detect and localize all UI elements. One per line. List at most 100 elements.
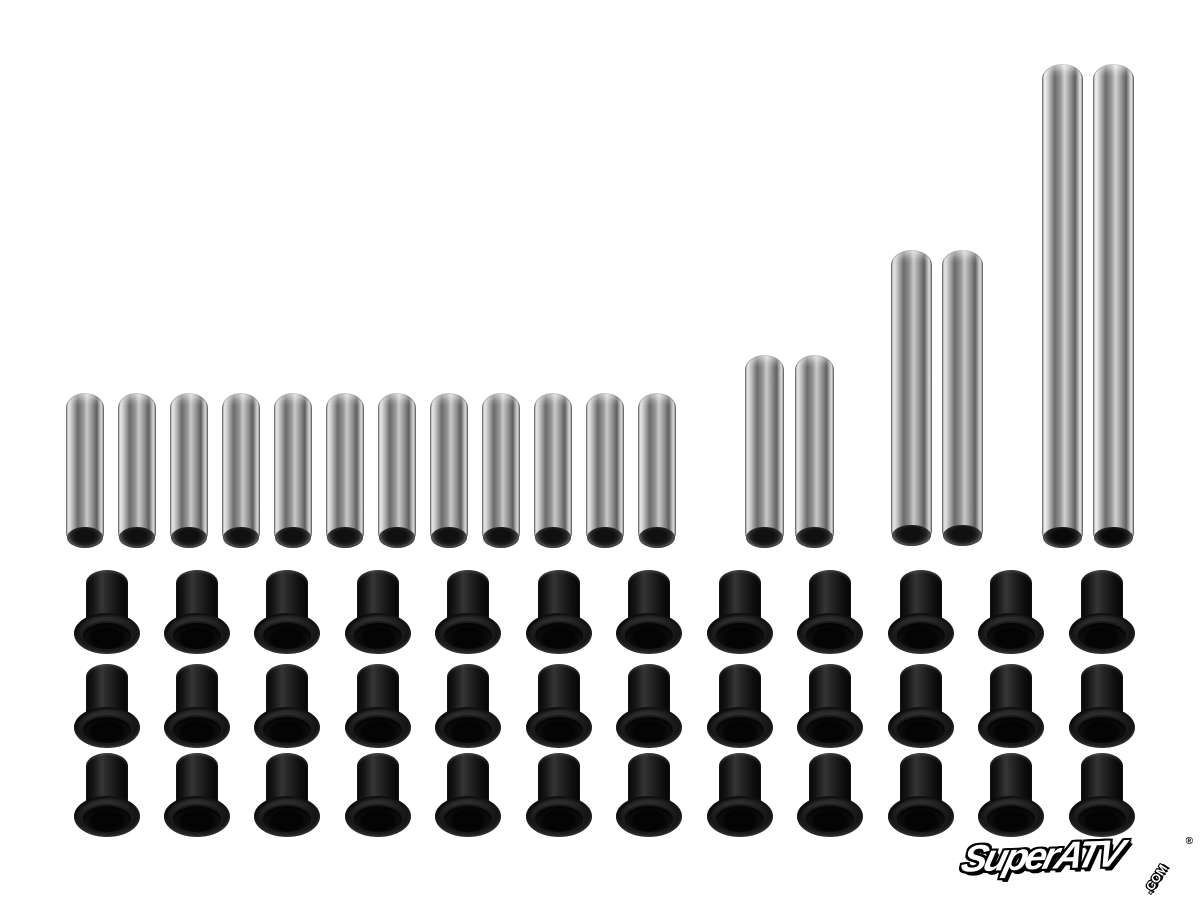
bushing-bore-opening [83,623,131,649]
bushing-bore-opening [354,717,402,743]
bushing-bore-opening [1078,717,1126,743]
rubber-bushing [345,664,411,748]
sleeve-bore-opening [327,527,363,548]
rubber-bushing [1069,664,1135,748]
rubber-bushing [345,570,411,654]
rubber-bushing [526,570,592,654]
sleeve-bore-opening [67,527,103,548]
rubber-bushing [526,753,592,837]
bushing-bore-opening [535,623,583,649]
bushing-bore-opening [173,806,221,832]
superatv-logo-text: SuperATV [956,833,1126,881]
bushing-bore-opening [444,717,492,743]
rubber-bushing [435,570,501,654]
metal-sleeve-xlong [1042,63,1083,548]
bushing-bore-opening [263,623,311,649]
bushing-bore-opening [897,623,945,649]
sleeve-top-highlight [942,249,983,266]
sleeve-top-highlight [534,392,572,409]
metal-sleeve-short [170,392,208,548]
sleeve-top-highlight [430,392,468,409]
bushing-bore-opening [535,806,583,832]
rubber-bushing [707,570,773,654]
metal-sleeve-short [534,392,572,548]
sleeve-bore-opening [1094,527,1133,548]
sleeve-top-highlight [274,392,312,409]
bushing-bore-opening [716,806,764,832]
rubber-bushing [888,664,954,748]
rubber-bushing [707,753,773,837]
sleeve-bore-opening [943,525,982,546]
sleeve-bore-opening [1043,527,1082,548]
sleeve-bore-opening [119,527,155,548]
rubber-bushing [797,570,863,654]
metal-sleeve-xlong [1093,63,1134,548]
rubber-bushing [254,753,320,837]
sleeve-bore-opening [223,527,259,548]
bushing-bore-opening [535,717,583,743]
bushing-bore-opening [716,623,764,649]
metal-sleeve-short [274,392,312,548]
bushing-bore-opening [173,623,221,649]
sleeve-bore-opening [587,527,623,548]
bushing-bore-opening [354,806,402,832]
sleeve-bore-opening [483,527,519,548]
metal-sleeve-medium [795,354,834,548]
rubber-bushing [1069,753,1135,837]
metal-sleeve-long [891,249,932,546]
sleeve-top-highlight [1042,63,1083,80]
metal-sleeve-short [222,392,260,548]
metal-sleeve-long [942,249,983,546]
metal-sleeve-short [326,392,364,548]
rubber-bushing [345,753,411,837]
rubber-bushing [616,664,682,748]
bushing-bore-opening [716,717,764,743]
sleeve-top-highlight [745,354,784,371]
sleeve-bore-opening [431,527,467,548]
bushing-bore-opening [1078,623,1126,649]
rubber-bushing [797,753,863,837]
bushing-bore-opening [806,717,854,743]
bushing-bore-opening [263,806,311,832]
bushing-bore-opening [806,806,854,832]
rubber-bushing [978,664,1044,748]
rubber-bushing [978,570,1044,654]
sleeve-top-highlight [170,392,208,409]
sleeve-bore-opening [275,527,311,548]
bushing-bore-opening [83,717,131,743]
rubber-bushing [164,664,230,748]
sleeve-top-highlight [118,392,156,409]
sleeve-top-highlight [586,392,624,409]
metal-sleeve-short [482,392,520,548]
sleeve-top-highlight [66,392,104,409]
rubber-bushing [74,570,140,654]
rubber-bushing [435,753,501,837]
bushing-bore-opening [897,717,945,743]
sleeve-bore-opening [171,527,207,548]
sleeve-bore-opening [746,527,783,548]
bushing-bore-opening [625,717,673,743]
registered-trademark-icon: ® [1185,836,1193,847]
sleeve-bore-opening [639,527,675,548]
sleeve-top-highlight [638,392,676,409]
sleeve-bore-opening [535,527,571,548]
sleeve-top-highlight [1093,63,1134,80]
bushing-bore-opening [897,806,945,832]
bushing-bore-opening [173,717,221,743]
rubber-bushing [164,753,230,837]
metal-sleeve-short [638,392,676,548]
bushing-bore-opening [263,717,311,743]
bushing-bore-opening [987,717,1035,743]
sleeve-top-highlight [378,392,416,409]
bushing-bore-opening [987,623,1035,649]
bushing-bore-opening [444,806,492,832]
bushing-bore-opening [444,623,492,649]
rubber-bushing [797,664,863,748]
rubber-bushing [978,753,1044,837]
superatv-logo: SuperATV .COM ® [957,833,1193,896]
rubber-bushing [254,664,320,748]
rubber-bushing [616,753,682,837]
sleeve-top-highlight [222,392,260,409]
rubber-bushing [888,570,954,654]
